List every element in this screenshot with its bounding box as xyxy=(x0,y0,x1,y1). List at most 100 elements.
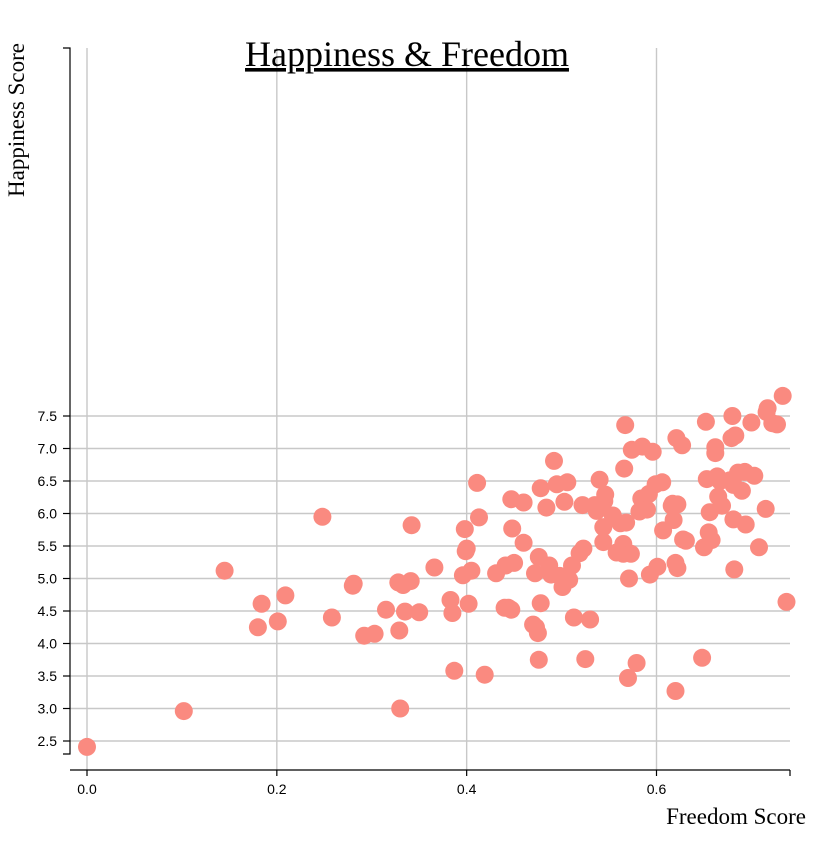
data-point xyxy=(560,570,579,589)
data-point xyxy=(617,513,636,532)
data-point xyxy=(248,618,267,637)
data-point xyxy=(514,533,533,552)
data-point xyxy=(573,496,592,515)
x-tick-label: 0.0 xyxy=(77,781,97,797)
y-tick-label: 5.5 xyxy=(38,538,58,554)
data-point xyxy=(78,737,96,756)
data-point xyxy=(777,592,796,611)
data-point xyxy=(514,493,533,512)
data-point xyxy=(545,451,563,470)
y-tick-label: 4.0 xyxy=(38,636,58,652)
y-axis-label: Happiness Score xyxy=(4,43,29,197)
data-point xyxy=(673,436,692,455)
y-tick-label: 6.0 xyxy=(38,506,58,522)
x-tick-label: 0.6 xyxy=(647,781,667,797)
data-point xyxy=(773,386,792,405)
data-point xyxy=(377,600,395,619)
data-point xyxy=(768,415,786,434)
data-point xyxy=(621,544,640,563)
data-point xyxy=(410,603,429,622)
data-point xyxy=(693,648,712,667)
x-tick-label: 0.4 xyxy=(457,781,477,797)
data-point xyxy=(505,553,524,572)
data-point xyxy=(322,608,341,627)
data-point xyxy=(252,594,271,613)
data-point xyxy=(576,650,595,669)
data-point xyxy=(620,569,638,588)
data-point xyxy=(664,511,683,529)
data-point xyxy=(732,481,751,500)
data-point xyxy=(619,669,637,687)
data-point xyxy=(443,604,462,622)
grid xyxy=(70,48,790,770)
data-point xyxy=(425,558,444,577)
data-point xyxy=(401,572,420,591)
data-point xyxy=(756,499,775,518)
data-point xyxy=(742,413,761,432)
data-point xyxy=(564,608,583,627)
y-tick-label: 3.5 xyxy=(38,668,58,684)
data-point xyxy=(594,533,613,552)
data-point xyxy=(526,564,544,583)
data-point xyxy=(574,539,593,558)
y-tick-label: 3.0 xyxy=(38,701,58,717)
data-point xyxy=(653,473,672,492)
data-point xyxy=(666,682,685,700)
data-point xyxy=(702,531,721,550)
data-point xyxy=(365,624,384,643)
data-point xyxy=(475,665,494,684)
data-point xyxy=(531,479,550,498)
data-point xyxy=(537,498,556,517)
data-point xyxy=(445,661,464,680)
x-axis-label: Freedom Score xyxy=(666,804,806,829)
data-point xyxy=(648,557,667,576)
data-point xyxy=(268,612,287,631)
y-tick-label: 7.0 xyxy=(38,441,58,457)
data-point xyxy=(758,399,777,418)
y-tick-label: 7.5 xyxy=(38,408,58,424)
data-point xyxy=(503,519,522,538)
data-point xyxy=(668,559,687,578)
data-point xyxy=(313,507,332,526)
data-point xyxy=(528,624,547,643)
data-point xyxy=(457,539,476,558)
data-point xyxy=(344,574,363,593)
data-point xyxy=(616,416,635,435)
data-point xyxy=(745,466,764,485)
data-point xyxy=(391,699,410,718)
data-point xyxy=(470,508,488,527)
data-point xyxy=(402,516,421,535)
data-point xyxy=(668,495,687,514)
data-point xyxy=(638,500,656,519)
data-point xyxy=(531,594,550,613)
data-point xyxy=(726,426,745,445)
data-point xyxy=(555,492,574,511)
y-tick-label: 6.5 xyxy=(38,473,58,489)
data-point xyxy=(276,586,295,605)
data-point xyxy=(723,407,742,425)
data-point xyxy=(390,621,409,640)
data-point xyxy=(725,560,744,579)
y-tick-label: 4.5 xyxy=(38,603,58,619)
data-point xyxy=(462,561,481,580)
data-point xyxy=(736,515,755,534)
data-point xyxy=(396,602,414,621)
data-point xyxy=(215,561,234,580)
x-tick-label: 0.2 xyxy=(267,781,287,797)
data-point xyxy=(174,702,193,721)
chart-title: Happiness & Freedom xyxy=(245,34,569,74)
data-points xyxy=(78,386,796,756)
tick-labels: 0.0 0.2 0.4 0.6 2.5 3.0 3.5 4.0 4.5 5.0 5.5 6.0 6.5 7… xyxy=(38,408,791,797)
data-point xyxy=(502,600,521,619)
axes xyxy=(63,47,790,771)
data-point xyxy=(468,473,487,492)
data-point xyxy=(590,470,609,489)
data-point xyxy=(643,442,662,461)
y-tick-label: 5.0 xyxy=(38,571,58,587)
data-point xyxy=(706,444,725,463)
data-point xyxy=(558,473,577,492)
data-point xyxy=(455,520,474,539)
y-axis-line xyxy=(63,47,71,755)
data-point xyxy=(459,594,478,613)
